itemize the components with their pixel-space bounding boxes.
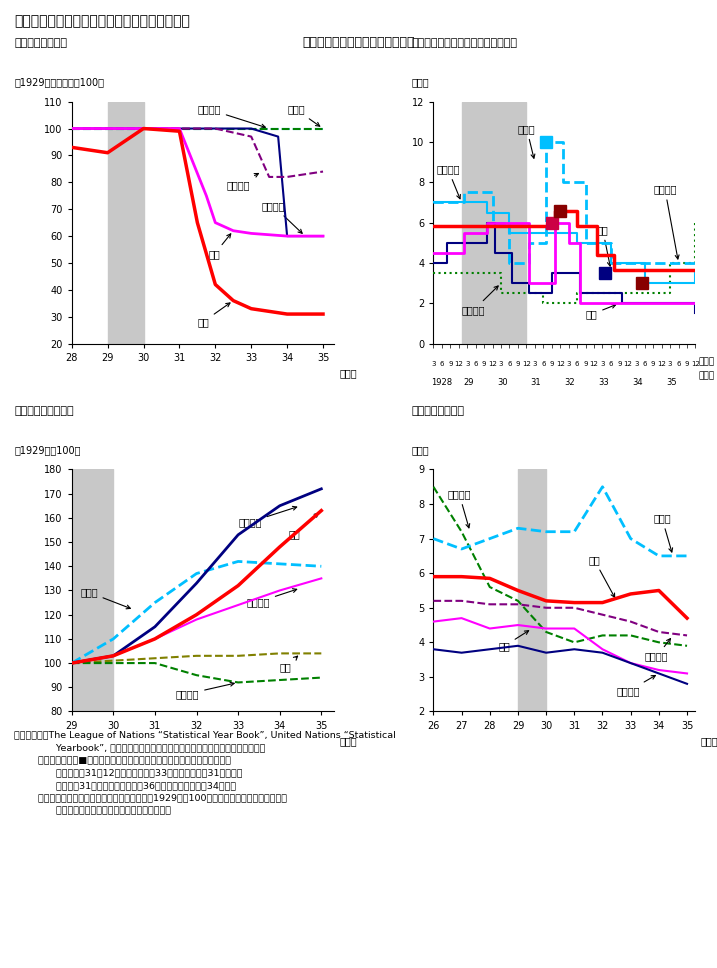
Text: 6: 6 xyxy=(676,361,681,367)
Text: 6: 6 xyxy=(575,361,579,367)
Text: 31: 31 xyxy=(531,378,541,387)
Text: 12: 12 xyxy=(455,361,463,367)
Text: イタリア: イタリア xyxy=(262,201,302,233)
Text: フランス: フランス xyxy=(653,184,679,259)
Text: 6: 6 xyxy=(609,361,613,367)
Text: 9: 9 xyxy=(549,361,554,367)
Text: 3: 3 xyxy=(499,361,503,367)
Text: 3: 3 xyxy=(465,361,470,367)
Text: 3: 3 xyxy=(634,361,639,367)
Text: （1929年＝100）: （1929年＝100） xyxy=(14,445,81,455)
Bar xyxy=(108,102,143,344)
Text: 英国: 英国 xyxy=(498,631,528,651)
Text: 3: 3 xyxy=(566,361,571,367)
Text: ドイツ: ドイツ xyxy=(518,124,536,158)
Text: 6: 6 xyxy=(642,361,647,367)
Text: （１）為替レート: （１）為替レート xyxy=(14,39,67,48)
Text: 6: 6 xyxy=(507,361,512,367)
Text: 12: 12 xyxy=(488,361,497,367)
Text: ドイツ: ドイツ xyxy=(80,588,130,609)
Text: 3: 3 xyxy=(533,361,537,367)
Text: イタリア: イタリア xyxy=(436,165,460,198)
Text: 9: 9 xyxy=(685,361,689,367)
Text: 34: 34 xyxy=(632,378,642,387)
Text: （1929年の金平価＝100）: （1929年の金平価＝100） xyxy=(14,77,105,87)
Text: 6: 6 xyxy=(440,361,444,367)
Text: （％）: （％） xyxy=(412,77,429,87)
Text: 30: 30 xyxy=(497,378,508,387)
Text: 9: 9 xyxy=(516,361,521,367)
Text: 12: 12 xyxy=(691,361,700,367)
Text: 12: 12 xyxy=(522,361,531,367)
Text: （％）: （％） xyxy=(412,445,429,455)
Text: （年）: （年） xyxy=(339,736,356,745)
Text: 英国: 英国 xyxy=(586,304,616,319)
Text: 6: 6 xyxy=(473,361,478,367)
Text: 3: 3 xyxy=(600,361,604,367)
Text: アメリカ: アメリカ xyxy=(617,676,655,696)
Text: 第２－２－３図　世界大恐慌時の財政金融政策: 第２－２－３図 世界大恐慌時の財政金融政策 xyxy=(14,15,190,28)
Text: 12: 12 xyxy=(589,361,599,367)
Text: 英国: 英国 xyxy=(208,234,231,259)
Text: 英国: 英国 xyxy=(280,656,298,673)
Text: （３）政府債務残高: （３）政府債務残高 xyxy=(14,407,74,416)
Text: 9: 9 xyxy=(617,361,622,367)
Text: 各国で金融緩和、財政拡大を実施: 各国で金融緩和、財政拡大を実施 xyxy=(303,36,414,48)
Text: 6: 6 xyxy=(541,361,546,367)
Text: 29: 29 xyxy=(463,378,474,387)
Text: ドイツ: ドイツ xyxy=(287,105,320,126)
Bar xyxy=(462,102,526,344)
Text: （年）: （年） xyxy=(698,372,714,380)
Text: イタリア: イタリア xyxy=(645,639,670,661)
Text: 9: 9 xyxy=(651,361,655,367)
Text: フランス: フランス xyxy=(447,489,471,528)
Text: （４）債券利回り: （４）債券利回り xyxy=(412,407,465,416)
Text: 12: 12 xyxy=(556,361,565,367)
Text: アメリカ: アメリカ xyxy=(226,173,258,190)
Text: 9: 9 xyxy=(448,361,452,367)
Text: 32: 32 xyxy=(564,378,575,387)
Text: 3: 3 xyxy=(668,361,673,367)
Text: （年）: （年） xyxy=(701,736,717,745)
Text: 35: 35 xyxy=(666,378,677,387)
Text: （月）: （月） xyxy=(698,357,714,366)
Text: フランス: フランス xyxy=(197,105,265,128)
Text: （年）: （年） xyxy=(339,368,356,378)
Text: 日本: 日本 xyxy=(597,225,612,266)
Text: 日本: 日本 xyxy=(288,513,318,539)
Text: 9: 9 xyxy=(482,361,486,367)
Text: 12: 12 xyxy=(623,361,632,367)
Text: アメリカ: アメリカ xyxy=(462,286,498,316)
Text: アメリカ: アメリカ xyxy=(238,506,297,528)
Bar xyxy=(518,469,546,711)
Text: （備考）１．The League of Nations “Statistical Year Book”, United Nations “Statistical: （備考）１．The League of Nations “Statistical… xyxy=(14,731,396,815)
Text: 1928: 1928 xyxy=(432,378,452,387)
Text: 日本: 日本 xyxy=(589,555,614,597)
Text: 33: 33 xyxy=(598,378,609,387)
Text: （２）公定歩合（中央銀行割引率）: （２）公定歩合（中央銀行割引率） xyxy=(412,39,518,48)
Bar xyxy=(72,469,113,711)
Text: 9: 9 xyxy=(584,361,588,367)
Text: 12: 12 xyxy=(657,361,666,367)
Text: 3: 3 xyxy=(431,361,436,367)
Text: イタリア: イタリア xyxy=(247,589,297,607)
Text: フランス: フランス xyxy=(176,682,234,699)
Text: ドイツ: ドイツ xyxy=(653,513,673,552)
Text: 日本: 日本 xyxy=(197,303,230,327)
